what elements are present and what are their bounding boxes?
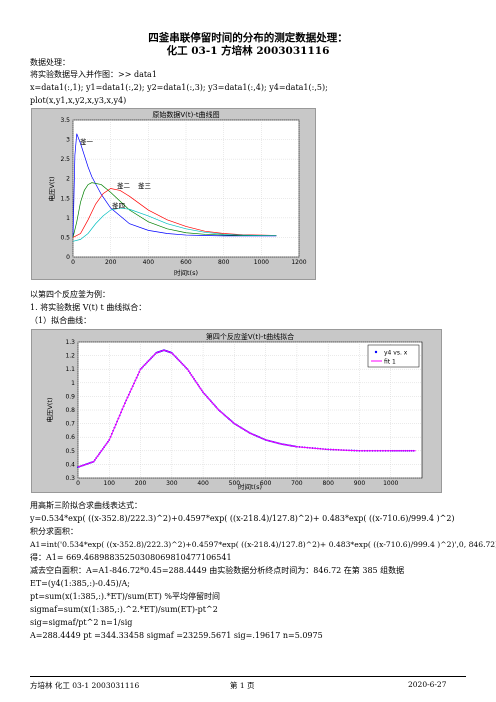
- series-line-1: [77, 349, 416, 468]
- x-tick-label: 0: [76, 480, 80, 487]
- y-tick-label: 0.7: [65, 421, 75, 428]
- x-tick-label: 1000: [383, 480, 398, 487]
- y-tick-label: 0.4: [65, 461, 75, 468]
- y-tick-label: 1: [71, 380, 75, 387]
- y-tick-label: 1: [66, 215, 70, 222]
- series-line-0: [72, 133, 277, 238]
- legend-label-fit: fit 1: [384, 359, 396, 366]
- text-line: y=0.534*exp( ((x-352.8)/222.3)^2)+0.4597…: [30, 514, 455, 523]
- series-line-1: [72, 182, 277, 238]
- figure-fit: 第四个反应釜V(t)-t曲线拟合 时间t(s) 电压V(t) 0 100 200 30…: [31, 329, 442, 493]
- chart-fit: 第四个反应釜V(t)-t曲线拟合 时间t(s) 电压V(t) 0 100 200 30…: [45, 332, 423, 491]
- x-tick-label: 700: [291, 480, 303, 487]
- y-tick-label: 0.8: [65, 407, 75, 414]
- y-axis-label: 电压V(t): [45, 397, 54, 422]
- footer-left: 方培林 化工 03-1 2003031116: [30, 681, 140, 690]
- y-tick-label: 0.9: [65, 393, 75, 400]
- document-title: 四釜串联停留时间的分布的测定数据处理：: [148, 32, 348, 44]
- y-tick-label: 0.6: [65, 434, 75, 441]
- text-line: 数据处理：: [30, 58, 70, 67]
- series-line-2: [72, 188, 277, 238]
- x-tick-label: 500: [229, 480, 241, 487]
- text-line: 积分求面积：: [30, 527, 78, 536]
- footer-page: 第 1 页: [230, 681, 255, 690]
- text-line: sigmaf=sum(x(1:385,:).^2.*ET)/sum(ET)-pt…: [30, 605, 218, 614]
- text-line: （1）拟合曲线：: [30, 316, 92, 325]
- text-line: A1=int('0.534*exp( ((x-352.8)/222.3)^2)+…: [30, 540, 496, 549]
- document-author-line: 化工 03-1 方培林 2003031116: [166, 45, 330, 57]
- y-tick-label: 0.5: [60, 234, 70, 241]
- footer-date: 2020-6-27: [408, 680, 447, 689]
- x-axis-label: 时间t(s): [174, 268, 198, 277]
- chart-title: 原始数据V(t)-t曲线图: [152, 110, 219, 119]
- x-tick-label: 900: [354, 480, 366, 487]
- x-tick-label: 100: [104, 480, 116, 487]
- legend: y4 vs. x fit 1: [367, 344, 420, 368]
- annotation-kettle-1: 釜一: [80, 137, 94, 146]
- y-tick-label: 2: [66, 176, 70, 183]
- annotation-kettle-4: 釜四: [112, 201, 125, 210]
- x-tick-label: 800: [322, 480, 334, 487]
- y-tick-label: 1.1: [65, 366, 75, 373]
- x-tick-label: 200: [135, 480, 147, 487]
- legend-label-data: y4 vs. x: [384, 350, 408, 357]
- y-tick-label: 0: [66, 254, 70, 261]
- annotation-kettle-3: 釜三: [138, 181, 152, 190]
- x-tick-label: 0: [71, 259, 75, 266]
- y-tick-label: 0.3: [65, 475, 75, 482]
- y-tick-label: 2.5: [60, 156, 70, 163]
- text-line: x=data1(:,1); y1=data1(:,2); y2=data1(:,…: [30, 83, 328, 92]
- x-tick-label: 600: [260, 480, 272, 487]
- text-line: A=288.4449 pt =344.33458 sigmaf =23259.5…: [30, 631, 323, 640]
- text-line: 将实验数据导入并作图：>> data1: [30, 70, 157, 79]
- text-line: 得：A1= 669.46898835250308069810477106541: [30, 553, 232, 562]
- x-tick-label: 200: [105, 259, 117, 266]
- footer-divider: [30, 676, 466, 677]
- x-tick-label: 300: [166, 480, 178, 487]
- x-tick-label: 400: [197, 480, 209, 487]
- annotation-kettle-2: 釜二: [117, 181, 131, 190]
- x-tick-label: 800: [218, 259, 230, 266]
- text-line: 用高斯三阶拟合求曲线表达式：: [30, 501, 142, 510]
- figure-raw-data: 原始数据V(t)-t曲线图 时间t(s) 电压V(t) 0 200 400 600 80…: [31, 108, 316, 280]
- y-tick-label: 0.5: [65, 448, 75, 455]
- series-line-3: [72, 207, 277, 242]
- y-tick-label: 3.5: [60, 117, 70, 124]
- x-tick-label: 400: [143, 259, 155, 266]
- text-line: pt=sum(x(1:385,:).*ET)/sum(ET) %平均停留时间: [30, 592, 220, 601]
- text-line: 1. 将实验数据 V(t) t 曲线拟合：: [30, 303, 147, 312]
- y-tick-label: 3: [66, 137, 70, 144]
- text-line: sig=sigmaf/pt^2 n=1/sig: [30, 618, 133, 627]
- x-tick-label: 1000: [254, 259, 269, 266]
- y-axis-label: 电压V(t): [47, 176, 56, 201]
- chart-title: 第四个反应釜V(t)-t曲线拟合: [206, 332, 294, 341]
- text-line: ET=(y4(1:385,:)-0.45)/A;: [30, 579, 130, 588]
- legend-marker-data: [374, 350, 378, 354]
- text-line: 以第四个反应釜为例：: [30, 290, 110, 299]
- x-tick-label: 600: [180, 259, 192, 266]
- text-line: 减去空白面积：A=A1-846.72*0.45=288.4449 由实验数据分析…: [30, 566, 405, 575]
- x-tick-label: 1200: [291, 259, 306, 266]
- y-tick-label: 1.5: [60, 195, 70, 202]
- text-line: plot(x,y1,x,y2,x,y3,x,y4): [30, 96, 127, 105]
- x-axis-label: 时间t(s): [238, 482, 262, 491]
- y-tick-label: 1.2: [65, 353, 75, 360]
- y-tick-label: 1.3: [65, 339, 75, 346]
- chart-raw-data: 原始数据V(t)-t曲线图 时间t(s) 电压V(t) 0 200 400 600 80…: [47, 110, 307, 277]
